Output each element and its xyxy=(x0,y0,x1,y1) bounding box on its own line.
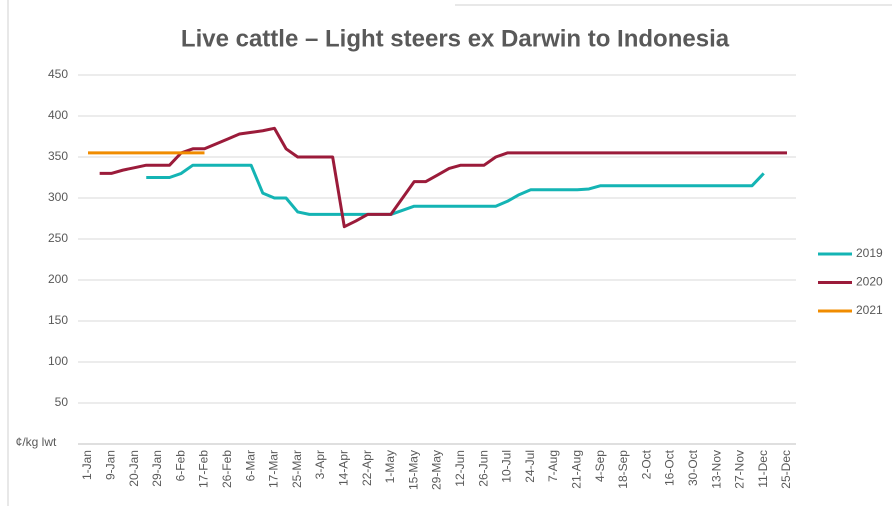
y-tick-label: 200 xyxy=(48,272,68,286)
x-tick-label: 25-Mar xyxy=(290,450,304,488)
x-tick-label: 4-Sep xyxy=(593,450,607,482)
x-tick-label: 3-Apr xyxy=(313,450,327,479)
x-tick-label: 20-Jan xyxy=(127,450,141,487)
x-tick-label: 1-May xyxy=(383,450,397,483)
x-tick-label: 16-Oct xyxy=(663,449,677,486)
y-tick-label: 350 xyxy=(48,149,68,163)
x-tick-label: 2-Oct xyxy=(639,449,653,479)
x-tick-label: 10-Jul xyxy=(500,450,514,483)
x-tick-label: 21-Aug xyxy=(569,450,583,489)
chart-title: Live cattle – Light steers ex Darwin to … xyxy=(181,25,730,52)
x-tick-label: 17-Feb xyxy=(197,450,211,488)
x-tick-label: 14-Apr xyxy=(336,450,350,486)
x-tick-label: 7-Aug xyxy=(546,450,560,482)
y-tick-label: 50 xyxy=(55,395,69,409)
series-line xyxy=(99,126,787,229)
series-line xyxy=(146,163,765,216)
legend-label: 2019 xyxy=(856,246,883,260)
x-tick-label: 6-Feb xyxy=(173,450,187,482)
x-tick-label: 13-Nov xyxy=(709,450,723,489)
x-tick-label: 27-Nov xyxy=(733,450,747,489)
y-axis-label: ¢/kg lwt xyxy=(16,435,57,449)
x-tick-label: 30-Oct xyxy=(686,449,700,486)
legend-label: 2021 xyxy=(856,303,883,317)
y-tick-label: 400 xyxy=(48,108,68,122)
x-tick-label: 11-Dec xyxy=(756,450,770,488)
y-tick-label: 450 xyxy=(48,67,68,81)
x-tick-label: 26-Jun xyxy=(476,450,490,487)
x-tick-label: 29-Jan xyxy=(150,450,164,487)
y-tick-label: 150 xyxy=(48,313,68,327)
x-tick-label: 29-May xyxy=(430,450,444,490)
x-tick-label: 9-Jan xyxy=(103,450,117,480)
x-tick-label: 6-Mar xyxy=(243,450,257,481)
x-tick-label: 22-Apr xyxy=(360,450,374,486)
x-tick-label: 12-Jun xyxy=(453,450,467,487)
x-tick-label: 18-Sep xyxy=(616,450,630,489)
y-tick-label: 250 xyxy=(48,231,68,245)
legend-label: 2020 xyxy=(856,275,883,289)
x-tick-label: 25-Dec xyxy=(779,450,793,489)
x-tick-label: 15-May xyxy=(406,450,420,490)
y-tick-label: 300 xyxy=(48,190,68,204)
x-tick-label: 1-Jan xyxy=(80,450,94,480)
x-tick-label: 26-Feb xyxy=(220,450,234,488)
x-tick-label: 17-Mar xyxy=(267,450,281,488)
y-tick-label: 100 xyxy=(48,354,68,368)
x-tick-label: 24-Jul xyxy=(523,450,537,483)
